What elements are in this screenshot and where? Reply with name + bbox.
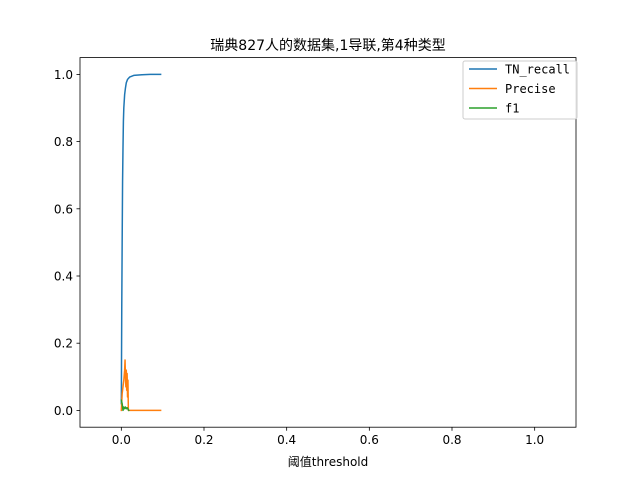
chart-title: 瑞典827人的数据集,1导联,第4种类型 [210, 37, 445, 54]
y-tick-label: 0.2 [54, 337, 73, 351]
y-tick-label: 0.0 [54, 404, 73, 418]
legend-label: TN_recall [505, 63, 570, 77]
x-tick-label: 0.4 [277, 433, 296, 447]
x-tick-label: 0.0 [112, 433, 131, 447]
legend-label: f1 [505, 102, 519, 116]
series-line-f1 [120, 399, 130, 412]
x-tick-label: 0.6 [360, 433, 379, 447]
x-axis-label: 阈值threshold [288, 454, 369, 469]
y-axis: 0.0 0.2 0.4 0.6 0.8 1.0 [54, 68, 80, 418]
y-tick-label: 0.8 [54, 135, 73, 149]
plot-frame [79, 57, 577, 428]
series-layer [120, 73, 162, 412]
series-line-precise [120, 359, 162, 412]
legend-box [462, 60, 578, 120]
legend: TN_recall Precise f1 [462, 60, 578, 120]
y-tick-label: 0.4 [54, 270, 73, 284]
series-line-tn-recall [120, 73, 162, 405]
x-axis: 0.0 0.2 0.4 0.6 0.8 1.0 [112, 427, 544, 447]
legend-label: Precise [505, 82, 556, 96]
x-tick-label: 0.2 [194, 433, 213, 447]
x-tick-label: 1.0 [525, 433, 544, 447]
x-tick-label: 0.8 [442, 433, 461, 447]
y-tick-label: 1.0 [54, 68, 73, 82]
y-tick-label: 0.6 [54, 202, 73, 216]
